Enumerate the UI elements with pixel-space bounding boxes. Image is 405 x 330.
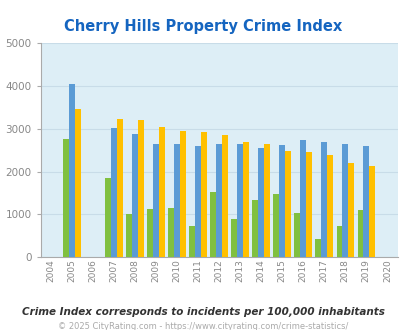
Bar	[336, 226, 341, 257]
Bar	[216, 144, 222, 257]
Bar	[285, 150, 290, 257]
Bar	[189, 226, 195, 257]
Bar	[231, 219, 237, 257]
Bar	[326, 155, 333, 257]
Bar	[264, 144, 269, 257]
Bar	[159, 126, 164, 257]
Bar	[341, 144, 347, 257]
Bar	[111, 128, 117, 257]
Bar	[105, 178, 111, 257]
Bar	[258, 148, 264, 257]
Bar	[315, 239, 321, 257]
Bar	[222, 135, 228, 257]
Bar	[252, 200, 258, 257]
Bar	[279, 145, 285, 257]
Bar	[75, 109, 81, 257]
Bar	[138, 120, 144, 257]
Bar	[168, 208, 174, 257]
Text: © 2025 CityRating.com - https://www.cityrating.com/crime-statistics/: © 2025 CityRating.com - https://www.city…	[58, 322, 347, 330]
Text: Crime Index corresponds to incidents per 100,000 inhabitants: Crime Index corresponds to incidents per…	[21, 307, 384, 317]
Bar	[180, 131, 185, 257]
Bar	[347, 163, 353, 257]
Bar	[273, 194, 279, 257]
Bar	[300, 140, 305, 257]
Bar	[321, 143, 326, 257]
Bar	[195, 146, 200, 257]
Bar	[237, 144, 243, 257]
Bar	[294, 213, 300, 257]
Bar	[362, 146, 369, 257]
Bar	[69, 83, 75, 257]
Bar	[243, 142, 249, 257]
Bar	[147, 209, 153, 257]
Bar	[63, 139, 69, 257]
Bar	[210, 192, 216, 257]
Bar	[126, 214, 132, 257]
Bar	[132, 134, 138, 257]
Bar	[369, 166, 374, 257]
Text: Cherry Hills Property Crime Index: Cherry Hills Property Crime Index	[64, 19, 341, 34]
Bar	[117, 119, 123, 257]
Bar	[200, 132, 207, 257]
Bar	[174, 144, 180, 257]
Bar	[153, 144, 159, 257]
Bar	[357, 210, 362, 257]
Bar	[305, 152, 311, 257]
